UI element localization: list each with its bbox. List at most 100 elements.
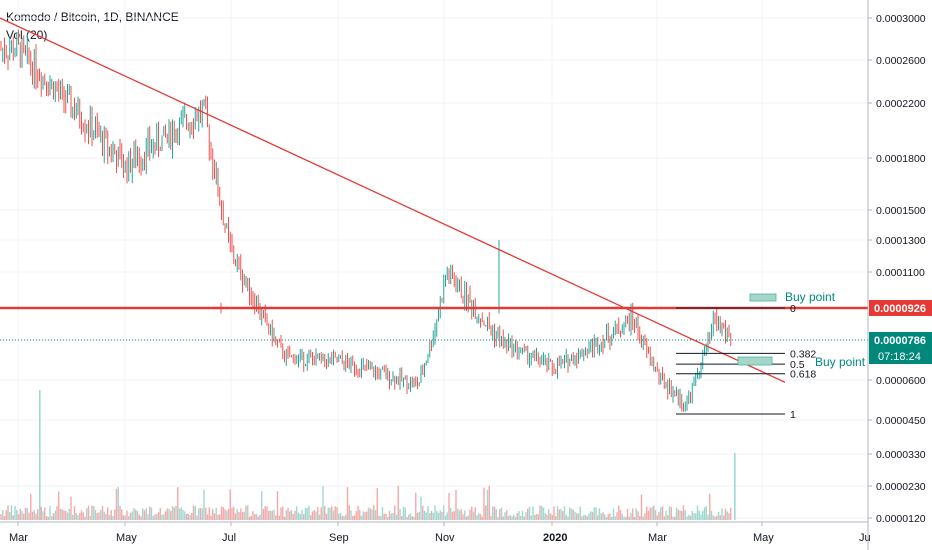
volume-bar [623,516,625,520]
volume-bar [394,505,396,520]
volume-bar [441,511,443,520]
volume-bar [250,515,252,520]
volume-bar [684,510,686,520]
volume-bar [579,506,581,520]
time-axis[interactable]: Mar May Jul Sep Nov 2020 Mar May Ju [0,521,871,544]
volume-bar [213,513,216,520]
volume-bar [201,508,203,520]
volume-bar [317,507,319,520]
volume-bar [191,513,193,520]
volume-bar [647,510,650,520]
volume-bar [133,508,135,520]
volume-bar [712,515,714,520]
volume-bar [119,506,121,520]
volume-bar [511,516,513,520]
volume-bar [451,511,454,520]
volume-bar [665,510,667,520]
volume-bars [0,390,736,520]
volume-bar [37,509,39,520]
volume-bar [310,515,312,520]
volume-bar [726,511,728,520]
volume-bar [180,507,182,520]
volume-bar [576,513,578,520]
price-tick-label: 0.0000600 [876,375,926,387]
volume-bar [208,507,210,520]
volume-bar [135,509,137,520]
volume-bar [595,507,597,520]
volume-bar [318,514,321,520]
volume-bar [145,507,147,520]
volume-bar [558,509,560,520]
volume-bar [464,510,466,520]
volume-bar [128,516,130,520]
volume-bar [210,515,212,520]
volume-bar [261,491,263,520]
volume-bar [527,508,529,520]
volume-bar [572,509,574,520]
volume-bar [42,511,44,520]
volume-bar [378,515,380,520]
volume-bar [681,510,683,520]
volume-bar [642,516,644,520]
volume-bar [600,513,602,520]
price-tick-label: 0.0001800 [876,153,926,165]
volume-bar [259,514,261,520]
volume-bar [233,506,235,520]
volume-bar [303,514,305,520]
price-tick-label: 0.0000230 [876,481,926,493]
volume-bar [136,511,139,520]
volume-bar [294,510,296,520]
volume-bar [157,512,160,520]
volume-bar [462,514,464,520]
volume-bar [502,516,504,520]
volume-bar [96,512,98,520]
volume-bar [334,506,336,520]
volume-bar [369,508,371,520]
volume-bar [619,509,622,520]
volume-bar [31,511,34,520]
volume-bar [39,390,41,520]
volume-bar [91,505,93,520]
volume-bar [437,512,440,520]
volume-bar [504,512,506,520]
volume-bar [467,515,469,520]
volume-bar [381,507,384,520]
volume-bar [716,516,718,520]
volume-bar [89,515,91,520]
volume-bar [612,508,615,520]
volume-bar [147,514,149,520]
volume-bar [569,507,571,520]
fib-level-label: 0.618 [790,369,816,381]
price-axis[interactable]: 0.0003000 0.0002600 0.0002200 0.0001800 0.00… [867,0,932,550]
volume-bar [633,516,636,520]
volume-bar [56,506,58,520]
volume-bar [702,511,704,520]
volume-bar [93,505,95,520]
volume-bar [189,514,191,520]
volume-bar [404,507,406,520]
volume-bar [724,508,727,520]
volume-bar [570,508,573,520]
volume-bar [457,508,459,520]
time-tick-label: Jul [222,532,236,544]
volume-bar [150,507,153,520]
price-tick-label: 0.0000330 [876,449,926,461]
volume-bar [243,511,245,520]
volume-bar [177,487,179,520]
volume-bar [667,515,669,520]
volume-bar [618,505,620,520]
volume-bar [693,513,695,520]
volume-bar [402,506,405,520]
volume-bar [108,515,111,520]
bar-countdown-label: 07:18:24 [878,351,921,363]
volume-bar [672,516,674,520]
volume-bar [710,510,713,520]
volume-bar [24,507,27,520]
volume-bar [723,515,725,520]
volume-bar [406,516,408,520]
volume-bar [3,516,6,520]
volume-bar [26,508,28,520]
volume-bar [479,514,482,520]
